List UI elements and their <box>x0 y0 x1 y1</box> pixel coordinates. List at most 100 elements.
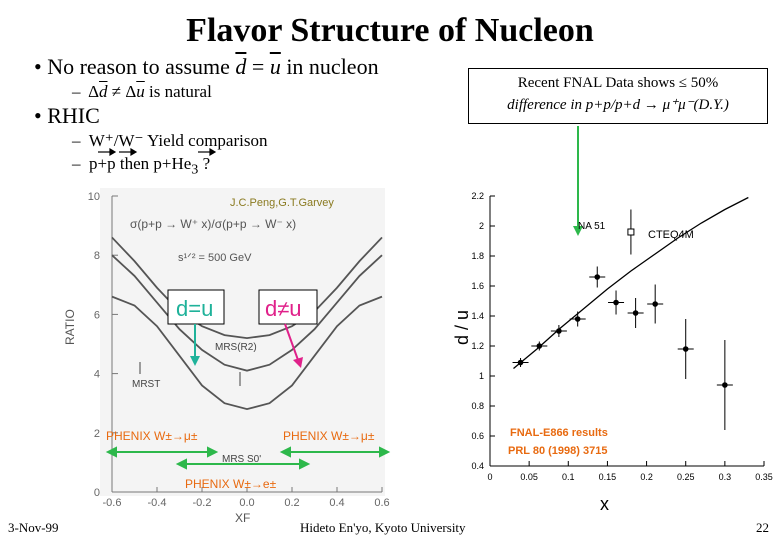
bullet-dot: • <box>34 103 42 128</box>
right-axes: 0.4 0.6 0.8 1 1.2 1.4 1.6 1.8 2 2.2 0 0.05 0.1 0.15 0.… <box>471 191 772 482</box>
e866-point <box>722 382 728 388</box>
ubar-symbol: u <box>269 54 281 79</box>
right-xtick-label: 0.05 <box>520 472 538 482</box>
left-ytick-label: 6 <box>94 309 100 321</box>
e866-point <box>652 301 658 307</box>
right-ytick-label: 1.6 <box>471 281 484 291</box>
right-ytick-label: 1.8 <box>471 251 484 261</box>
sub1-ubar: u <box>136 82 145 101</box>
bullet-dot: • <box>34 54 42 79</box>
callout-line2: difference in p+p/p+d → μ⁺μ⁻(D.Y.) <box>507 97 729 113</box>
left-xtick-label: 0.0 <box>239 497 254 509</box>
label-d-neq-u: d≠u <box>265 296 302 321</box>
right-xtick-label: 0.35 <box>755 472 773 482</box>
right-data <box>512 196 749 430</box>
right-xtick-label: 0.25 <box>677 472 695 482</box>
curve-d-neq-u <box>111 236 383 339</box>
question: ? <box>198 154 211 173</box>
footer-author: Hideto En'yo, Kyoto University <box>300 520 466 535</box>
mrst-label: MRST <box>132 379 160 390</box>
left-xtick-label: -0.2 <box>193 497 212 509</box>
cross-section-formula: σ(p+p → W⁺ x)/σ(p+p → W⁻ x) <box>130 217 296 231</box>
mrs-s0-label: MRS S0' <box>222 454 261 465</box>
eq-pointer-head <box>190 356 200 366</box>
sub1-neq: ≠ Δ <box>107 82 137 101</box>
neq-pointer <box>284 323 299 361</box>
right-ytick-label: 1 <box>479 371 484 381</box>
dash: – <box>72 154 81 173</box>
left-curves <box>111 236 383 411</box>
xf-axis-label: XF <box>235 511 250 525</box>
left-xtick-label: 0.2 <box>284 497 299 509</box>
cteq4m-curve <box>513 196 749 370</box>
dash: – <box>72 82 81 101</box>
right-ytick-label: 1.4 <box>471 311 484 321</box>
fnal-callout-box: Recent FNAL Data shows ≤ 50% difference … <box>468 68 768 124</box>
sub1-delta: Δ <box>88 82 99 101</box>
credit-label: J.C.Peng,G.T.Garvey <box>230 197 334 209</box>
right-xtick-label: 0.1 <box>562 472 575 482</box>
na51-point <box>627 228 635 236</box>
left-ytick-label: 4 <box>94 369 100 381</box>
right-ytick-label: 0.8 <box>471 401 484 411</box>
phenix-mu-right: PHENIX W±→μ± <box>283 429 375 443</box>
callout-pointer-head <box>573 226 583 236</box>
then: then <box>115 154 154 173</box>
bullet1-eq: = <box>246 54 270 79</box>
right-xtick-label: 0.2 <box>640 472 653 482</box>
e866-label: FNAL-E866 results <box>510 427 608 439</box>
right-ytick-label: 2 <box>479 221 484 231</box>
ratio-axis-label: RATIO <box>63 309 77 345</box>
e866-point <box>556 328 562 334</box>
left-xtick-label: -0.6 <box>103 497 122 509</box>
curve-d-eq-u <box>111 295 383 411</box>
box-d-eq-u <box>167 289 225 325</box>
left-xtick-label: -0.4 <box>148 497 167 509</box>
dbar-ubar-label: d / u <box>452 310 472 345</box>
neq-pointer-head <box>293 357 303 368</box>
left-xtick-label: 0.4 <box>329 497 344 509</box>
bullet1-text-post: in nucleon <box>280 54 379 79</box>
x-axis-label: x <box>600 494 609 514</box>
box-d-neq-u <box>258 289 318 325</box>
mrs-r2-label: MRS(R2) <box>215 342 257 353</box>
e866-point <box>594 274 601 280</box>
phenix-e: PHENIX W±→e± <box>185 477 277 491</box>
e866-point <box>632 310 639 316</box>
e866-point <box>536 343 543 349</box>
e866-point <box>613 299 619 306</box>
right-ytick-label: 1.2 <box>471 341 484 351</box>
p1: p <box>89 154 98 173</box>
slide-title: Flavor Structure of Nucleon <box>186 12 594 49</box>
left-ytick-label: 0 <box>94 487 100 499</box>
footer-page: 22 <box>756 520 769 535</box>
right-xtick-label: 0.3 <box>719 472 732 482</box>
energy-label: s¹ᐟ² = 500 GeV <box>178 252 252 264</box>
footer-date: 3-Nov-99 <box>8 520 59 535</box>
dbar-symbol: d <box>235 54 247 79</box>
e866-point <box>517 359 524 366</box>
e866-point <box>574 316 581 322</box>
plus1: + <box>97 154 108 173</box>
p2: p <box>107 154 116 173</box>
right-xtick-label: 0.15 <box>599 472 617 482</box>
right-ytick-label: 0.4 <box>471 461 484 471</box>
left-xtick-label: 0.6 <box>374 497 389 509</box>
sub-bullet-yield: – W⁺/W⁻ Yield comparison <box>72 131 267 151</box>
right-ytick-label: 2.2 <box>471 191 484 201</box>
na51-label: NA 51 <box>578 221 606 232</box>
right-ytick-label: 0.6 <box>471 431 484 441</box>
bullet-no-reason: • No reason to assume d = u in nucleon <box>34 54 379 80</box>
curve-mrst <box>111 254 383 372</box>
callout-line1: Recent FNAL Data shows ≤ 50% <box>517 75 719 91</box>
he: +He <box>161 154 192 173</box>
sub1-post: is natural <box>144 82 212 101</box>
phenix-mu-left: PHENIX W±→μ± <box>106 429 198 443</box>
sub-bullet-pp: – p+p then p+He3 ? <box>72 154 210 178</box>
bullet1-text-pre: No reason to assume <box>47 54 236 79</box>
dash: – <box>72 131 81 150</box>
yield-text: W⁺/W⁻ Yield comparison <box>88 131 268 150</box>
